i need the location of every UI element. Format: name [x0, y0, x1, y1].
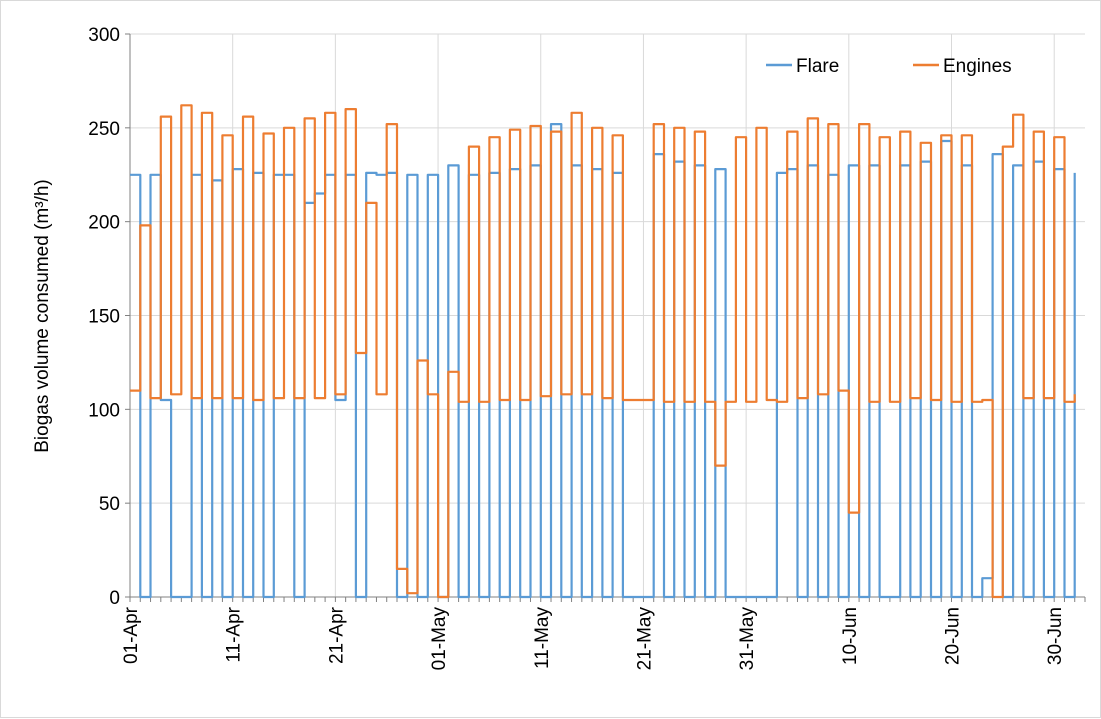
y-tick-label: 300 [88, 25, 120, 46]
series-line-engines [130, 104, 1076, 599]
series-lines [130, 104, 1076, 599]
x-tick-label: 11-Apr [224, 606, 245, 662]
x-tick-label: 20-Jun [943, 607, 964, 665]
y-tick-label: 50 [99, 494, 120, 515]
x-tick-label: 30-Jun [1045, 607, 1066, 665]
x-tick-label: 01-Apr [121, 606, 142, 664]
x-tick-label: 11-May [532, 607, 553, 669]
axes: 0 50 100 150 200 250 300 01-Apr 11-Apr 21-Apr 01-M… [88, 25, 1086, 671]
y-tick-label: 150 [88, 307, 120, 328]
legend: Flare Engines [766, 56, 1012, 77]
y-tick-label: 0 [109, 588, 120, 609]
y-tick-label: 250 [88, 119, 120, 140]
x-tick-label: 10-Jun [840, 607, 861, 665]
y-tick-label: 200 [88, 213, 120, 234]
x-tick-label: 31-May [737, 607, 758, 671]
legend-label-engines: Engines [943, 56, 1012, 77]
x-tick-label: 21-May [634, 607, 655, 671]
y-tick-label: 100 [88, 400, 120, 421]
y-axis-title: Biogas volume consumed (m³/h) [32, 179, 53, 453]
x-tick-label: 21-Apr [326, 606, 347, 664]
x-tick-label: 01-May [429, 607, 450, 671]
legend-label-flare: Flare [796, 56, 839, 77]
